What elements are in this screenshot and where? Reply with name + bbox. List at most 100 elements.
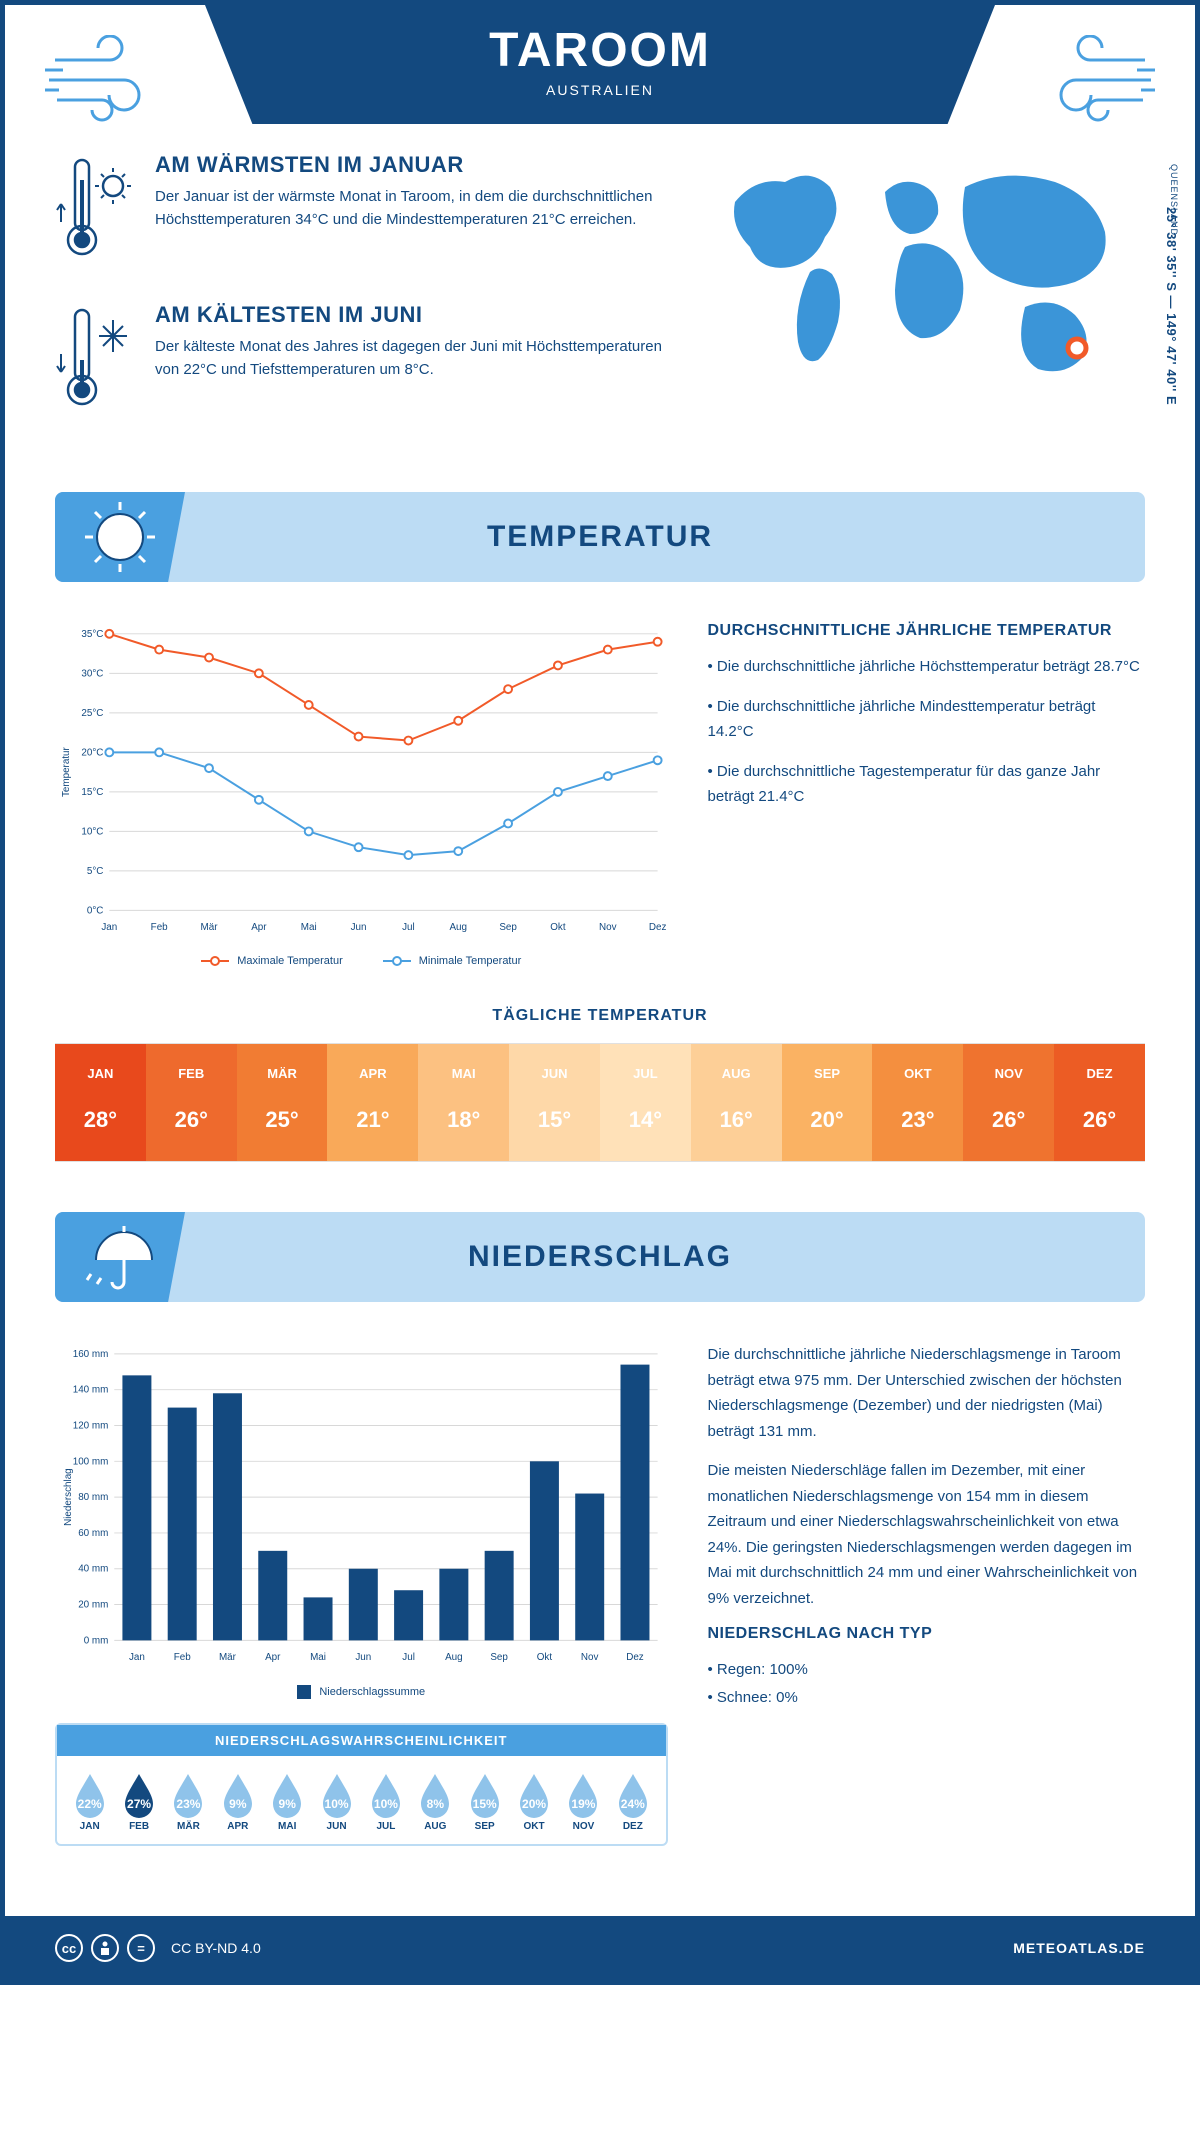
svg-text:60 mm: 60 mm xyxy=(78,1528,108,1539)
temp-info-bullet: • Die durchschnittliche jährliche Mindes… xyxy=(708,694,1146,745)
probability-month: AUG xyxy=(411,1821,460,1832)
svg-text:40 mm: 40 mm xyxy=(78,1564,108,1575)
temperature-line-chart: 0°C5°C10°C15°C20°C25°C30°C35°CJanFebMärA… xyxy=(55,622,668,967)
warmest-title: AM WÄRMSTEN IM JANUAR xyxy=(155,152,665,178)
thermometer-cold-icon xyxy=(55,302,135,417)
temp-info-bullet: • Die durchschnittliche jährliche Höchst… xyxy=(708,654,1146,680)
temp-day-value: 26° xyxy=(1054,1091,1145,1149)
svg-text:Jun: Jun xyxy=(351,922,367,933)
coldest-fact: AM KÄLTESTEN IM JUNI Der kälteste Monat … xyxy=(55,302,665,417)
precipitation-section-header: NIEDERSCHLAG xyxy=(55,1212,1145,1302)
temp-table-cell: JAN28° xyxy=(55,1044,146,1161)
temp-day-value: 18° xyxy=(418,1091,509,1149)
precip-type-bullet: • Schnee: 0% xyxy=(708,1685,1146,1711)
svg-text:Sep: Sep xyxy=(499,922,517,933)
probability-month: MAI xyxy=(263,1821,312,1832)
probability-month: APR xyxy=(213,1821,262,1832)
temp-info-title: DURCHSCHNITTLICHE JÄHRLICHE TEMPERATUR xyxy=(708,622,1146,640)
warmest-text: Der Januar ist der wärmste Monat in Taro… xyxy=(155,186,665,231)
temp-day-value: 26° xyxy=(146,1091,237,1149)
probability-cell: 27%FEB xyxy=(114,1770,163,1832)
temp-table-cell: APR21° xyxy=(327,1044,418,1161)
svg-text:160 mm: 160 mm xyxy=(73,1349,109,1360)
precipitation-title: NIEDERSCHLAG xyxy=(468,1240,732,1273)
temp-month-label: JAN xyxy=(55,1056,146,1091)
svg-text:Sep: Sep xyxy=(490,1652,508,1663)
svg-text:Nov: Nov xyxy=(599,922,617,933)
temp-info-bullet: • Die durchschnittliche Tagestemperatur … xyxy=(708,759,1146,810)
thermometer-hot-icon xyxy=(55,152,135,267)
svg-text:Niederschlag: Niederschlag xyxy=(63,1468,74,1526)
temp-table-cell: MÄR25° xyxy=(237,1044,328,1161)
temperature-title: TEMPERATUR xyxy=(487,520,713,553)
temp-month-label: SEP xyxy=(782,1056,873,1091)
probability-value: 22% xyxy=(65,1797,114,1811)
temperature-section-header: TEMPERATUR xyxy=(55,492,1145,582)
temp-table-cell: SEP20° xyxy=(782,1044,873,1161)
svg-text:Nov: Nov xyxy=(581,1652,599,1663)
temp-month-label: MÄR xyxy=(237,1056,328,1091)
coldest-text: Der kälteste Monat des Jahres ist dagege… xyxy=(155,336,665,381)
probability-month: JAN xyxy=(65,1821,114,1832)
svg-text:20°C: 20°C xyxy=(81,747,103,758)
probability-month: DEZ xyxy=(608,1821,657,1832)
temp-day-value: 16° xyxy=(691,1091,782,1149)
temp-table-cell: AUG16° xyxy=(691,1044,782,1161)
precip-type-bullet: • Regen: 100% xyxy=(708,1657,1146,1683)
svg-text:Aug: Aug xyxy=(445,1652,463,1663)
precip-type-title: NIEDERSCHLAG NACH TYP xyxy=(708,1625,1146,1643)
country-subtitle: AUSTRALIEN xyxy=(205,82,995,98)
svg-text:Mai: Mai xyxy=(310,1652,326,1663)
svg-text:10°C: 10°C xyxy=(81,826,103,837)
probability-month: OKT xyxy=(509,1821,558,1832)
city-title: TAROOM xyxy=(205,23,995,78)
warmest-fact: AM WÄRMSTEN IM JANUAR Der Januar ist der… xyxy=(55,152,665,267)
probability-cell: 8% AUG xyxy=(411,1770,460,1832)
precip-paragraph-2: Die meisten Niederschläge fallen im Deze… xyxy=(708,1458,1146,1611)
temp-day-value: 25° xyxy=(237,1091,328,1149)
svg-text:Apr: Apr xyxy=(265,1652,281,1663)
temp-month-label: APR xyxy=(327,1056,418,1091)
svg-text:Jan: Jan xyxy=(101,922,117,933)
temp-table-cell: JUL14° xyxy=(600,1044,691,1161)
probability-month: SEP xyxy=(460,1821,509,1832)
probability-value: 10% xyxy=(361,1797,410,1811)
temp-day-value: 21° xyxy=(327,1091,418,1149)
site-name: METEOATLAS.DE xyxy=(1013,1940,1145,1956)
temp-day-value: 20° xyxy=(782,1091,873,1149)
temp-day-value: 15° xyxy=(509,1091,600,1149)
svg-text:0°C: 0°C xyxy=(87,905,104,916)
temp-month-label: MAI xyxy=(418,1056,509,1091)
probability-value: 8% xyxy=(411,1797,460,1811)
sun-icon xyxy=(55,492,185,582)
svg-text:Jan: Jan xyxy=(129,1652,145,1663)
probability-cell: 24% DEZ xyxy=(608,1770,657,1832)
probability-cell: 10%JUL xyxy=(361,1770,410,1832)
svg-text:Okt: Okt xyxy=(537,1652,553,1663)
temp-day-value: 26° xyxy=(963,1091,1054,1149)
temp-table-cell: NOV26° xyxy=(963,1044,1054,1161)
probability-value: 23% xyxy=(164,1797,213,1811)
probability-value: 24% xyxy=(608,1797,657,1811)
svg-text:Dez: Dez xyxy=(649,922,667,933)
temp-table-cell: OKT23° xyxy=(872,1044,963,1161)
svg-text:120 mm: 120 mm xyxy=(73,1420,109,1431)
page-footer: cc = CC BY-ND 4.0 METEOATLAS.DE xyxy=(5,1916,1195,1980)
svg-text:0 mm: 0 mm xyxy=(84,1635,109,1646)
location-marker-icon xyxy=(1068,339,1086,357)
probability-cell: 23%MÄR xyxy=(164,1770,213,1832)
svg-text:35°C: 35°C xyxy=(81,629,103,640)
probability-value: 27% xyxy=(114,1797,163,1811)
probability-title: NIEDERSCHLAGSWAHRSCHEINLICHKEIT xyxy=(57,1725,666,1756)
cc-by-icon xyxy=(91,1934,119,1962)
temp-table-cell: JUN15° xyxy=(509,1044,600,1161)
license-text: CC BY-ND 4.0 xyxy=(171,1940,261,1956)
probability-value: 19% xyxy=(559,1797,608,1811)
precipitation-probability-box: NIEDERSCHLAGSWAHRSCHEINLICHKEIT 22% JAN27… xyxy=(55,1723,668,1846)
svg-text:Temperatur: Temperatur xyxy=(61,746,72,797)
svg-text:Mär: Mär xyxy=(219,1652,237,1663)
svg-text:Feb: Feb xyxy=(174,1652,192,1663)
probability-month: NOV xyxy=(559,1821,608,1832)
temp-day-value: 28° xyxy=(55,1091,146,1149)
probability-value: 20% xyxy=(509,1797,558,1811)
